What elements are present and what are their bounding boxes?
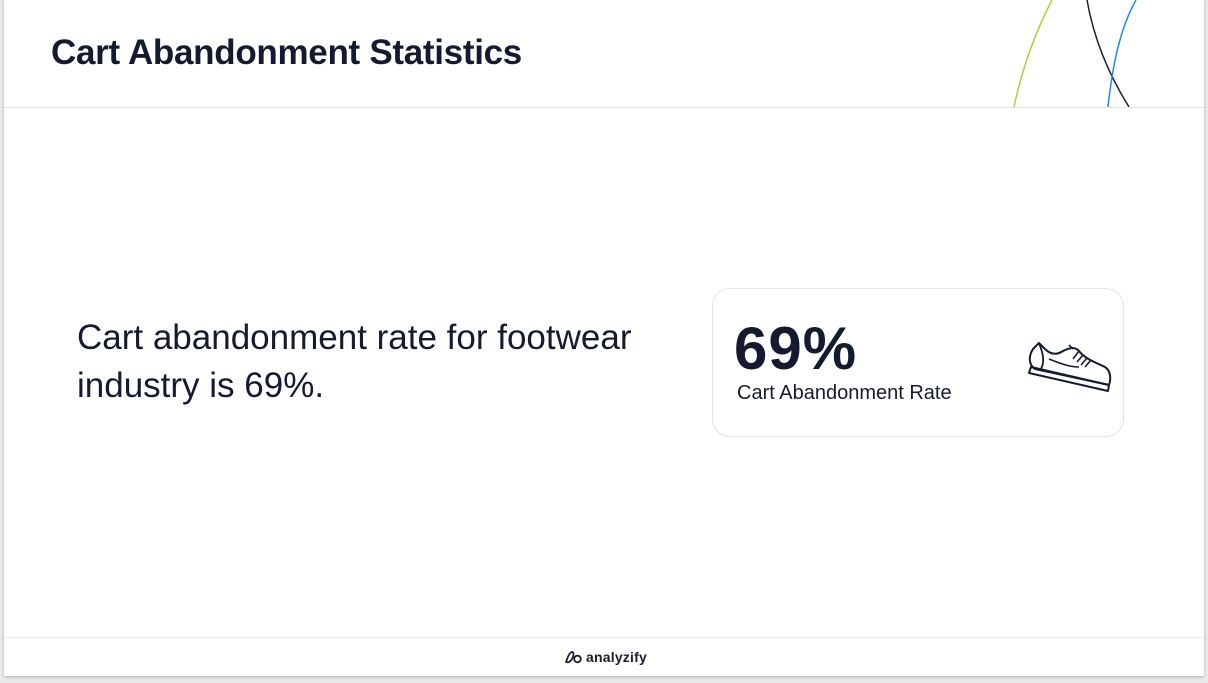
statement-text: Cart abandonment rate for footwear indus… bbox=[77, 318, 632, 405]
slide: Cart Abandonment Statistics Cart abandon… bbox=[4, 0, 1204, 676]
brand-name: analyzify bbox=[586, 649, 647, 665]
slide-header: Cart Abandonment Statistics bbox=[4, 0, 1204, 108]
stat-label: Cart Abandonment Rate bbox=[737, 382, 952, 404]
decorative-curves-icon bbox=[1013, 0, 1137, 107]
brand: analyzify bbox=[565, 648, 647, 666]
stat-value: 69% bbox=[734, 315, 858, 382]
sneaker-icon bbox=[1028, 342, 1112, 392]
slide-title: Cart Abandonment Statistics bbox=[51, 33, 522, 72]
stat-card: 69% Cart Abandonment Rate bbox=[712, 288, 1124, 437]
slide-footer: analyzify bbox=[4, 637, 1204, 676]
analyzify-logo-icon bbox=[565, 651, 582, 664]
